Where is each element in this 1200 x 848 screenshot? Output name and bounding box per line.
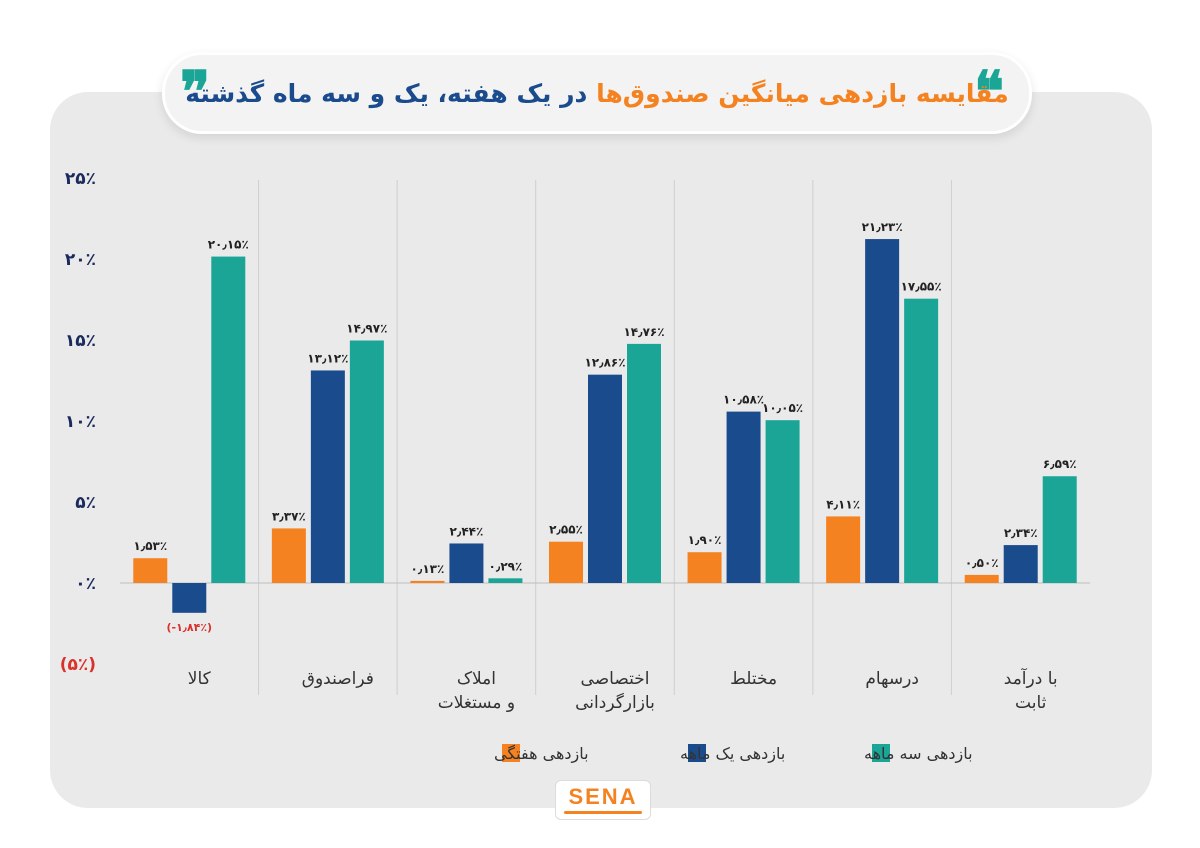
bar bbox=[904, 298, 939, 583]
category-label: فراصندوق bbox=[302, 669, 374, 689]
bar-value-label: ۱۷٫۵۵٪ bbox=[901, 280, 942, 294]
bar bbox=[765, 420, 800, 583]
category-label: درسهام bbox=[865, 669, 919, 689]
bar-value-label: ۱۲٫۸۶٪ bbox=[584, 356, 625, 370]
legend-swatch bbox=[688, 744, 706, 762]
bar-value-label: ۰٫۱۳٪ bbox=[411, 562, 445, 576]
bar bbox=[865, 239, 900, 583]
sena-logo-underline bbox=[564, 811, 642, 814]
sena-logo: SENA bbox=[555, 780, 651, 820]
legend-label: بازدهی یک ماهه bbox=[680, 744, 785, 764]
bar bbox=[627, 343, 661, 583]
bar bbox=[310, 370, 345, 583]
bar-value-label: ۲۰٫۱۵٪ bbox=[208, 238, 249, 252]
bar bbox=[1003, 545, 1038, 583]
bar-value-label: ۲٫۵۵٪ bbox=[549, 523, 583, 537]
bar bbox=[826, 516, 861, 583]
bar bbox=[549, 541, 583, 583]
bar-value-label: ۱۰٫۰۵٪ bbox=[762, 401, 803, 415]
bar-value-label: ۲۱٫۲۳٪ bbox=[862, 220, 903, 234]
legend-label: بازدهی هفتگی bbox=[494, 744, 589, 764]
title-box bbox=[162, 52, 1032, 134]
chart-title: مقایسه بازدهی میانگین صندوق‌ها در یک هفت… bbox=[185, 70, 1009, 116]
bar-value-label: ۱۳٫۱۲٪ bbox=[307, 351, 348, 365]
bar-value-label: ۶٫۵۹٪ bbox=[1043, 457, 1077, 471]
bar-value-label: ۱٫۹۰٪ bbox=[688, 533, 722, 547]
bar-value-label: ۳٫۳۷٪ bbox=[272, 509, 306, 523]
y-tick-label: ۱۵٪ bbox=[65, 331, 96, 351]
sena-logo-text: SENA bbox=[568, 784, 638, 809]
bar bbox=[964, 574, 999, 583]
bar bbox=[211, 256, 246, 583]
bar bbox=[133, 558, 168, 583]
bar bbox=[271, 528, 306, 583]
category-label: املاک bbox=[457, 669, 496, 689]
bar bbox=[588, 374, 622, 583]
bar bbox=[349, 340, 384, 583]
bar-value-label: ۱٫۵۳٪ bbox=[133, 539, 167, 553]
category-label: کالا bbox=[188, 669, 212, 689]
category-label: و مستغلات bbox=[438, 693, 515, 713]
legend-swatch bbox=[502, 744, 520, 762]
bar bbox=[410, 580, 445, 583]
bar bbox=[687, 552, 722, 583]
bar-value-label: ۱۴٫۹۷٪ bbox=[346, 321, 387, 335]
bar-value-label: ۰٫۲۹٪ bbox=[489, 559, 523, 573]
category-label: اختصاصی bbox=[581, 669, 650, 689]
bar-value-label: ۰٫۵۰٪ bbox=[965, 556, 999, 570]
chart-title-part1: مقایسه بازدهی میانگین صندوق‌ها bbox=[596, 78, 1009, 108]
bar-value-label: ۱۴٫۷۶٪ bbox=[623, 325, 664, 339]
bar bbox=[726, 411, 761, 583]
y-tick-label: ۲۰٪ bbox=[65, 250, 96, 270]
category-label: ثابت bbox=[1015, 693, 1047, 713]
bar-value-label: ۴٫۱۱٪ bbox=[826, 497, 860, 511]
bar-value-label: ۲٫۳۴٪ bbox=[1004, 526, 1038, 540]
chart-title-part2: در یک هفته، یک و سه ماه گذشته bbox=[185, 78, 588, 108]
category-label: با درآمد bbox=[1004, 667, 1058, 689]
bar-value-label: (-۱٫۸۴٪) bbox=[166, 621, 212, 634]
bar bbox=[449, 543, 484, 583]
category-label: مختلط bbox=[730, 669, 777, 689]
bar bbox=[1042, 476, 1077, 583]
bar bbox=[488, 578, 523, 583]
y-tick-label: ۰٪ bbox=[75, 574, 96, 594]
bar-value-label: ۱۰٫۵۸٪ bbox=[723, 393, 764, 407]
category-label: بازارگردانی bbox=[575, 692, 655, 713]
legend-label: بازدهی سه ماهه bbox=[864, 744, 973, 764]
bar-value-label: ۲٫۴۴٪ bbox=[450, 524, 484, 538]
y-tick-label: ۲۵٪ bbox=[65, 169, 96, 189]
y-tick-label: ۵٪ bbox=[75, 493, 96, 513]
legend-swatch bbox=[872, 744, 890, 762]
y-tick-label: ۱۰٪ bbox=[65, 412, 96, 432]
quote-close-icon: ❝ bbox=[974, 59, 1005, 125]
quote-open-icon: ❞ bbox=[180, 59, 211, 125]
y-tick-label: (۵٪) bbox=[60, 655, 96, 675]
bar bbox=[172, 583, 207, 613]
